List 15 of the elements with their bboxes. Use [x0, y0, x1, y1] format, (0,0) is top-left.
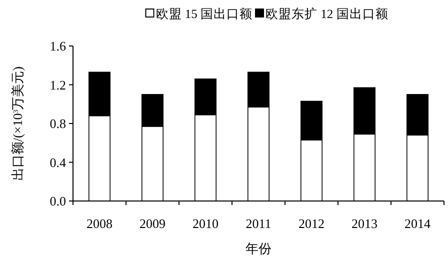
x-tick-label: 2014	[404, 216, 431, 231]
legend-label: 欧盟 15 国出口额	[156, 7, 252, 21]
y-tick-label: 1.2	[50, 77, 66, 92]
x-tick-label: 2010	[192, 216, 218, 231]
legend-label: 欧盟东扩 12 国出口额	[266, 7, 388, 21]
x-tick-label: 2009	[140, 216, 166, 231]
x-tick-label: 2013	[352, 216, 378, 231]
y-tick-label: 0.8	[50, 116, 66, 131]
x-tick-label: 2012	[298, 216, 324, 231]
y-tick-label: 0.0	[50, 194, 66, 208]
x-tick-label: 2011	[246, 216, 272, 231]
y-tick-label: 1.6	[50, 38, 66, 54]
y-tick-label: 0.4	[50, 154, 66, 170]
x-tick-label: 2008	[86, 216, 112, 231]
x-axis-title: 年份	[246, 241, 272, 256]
